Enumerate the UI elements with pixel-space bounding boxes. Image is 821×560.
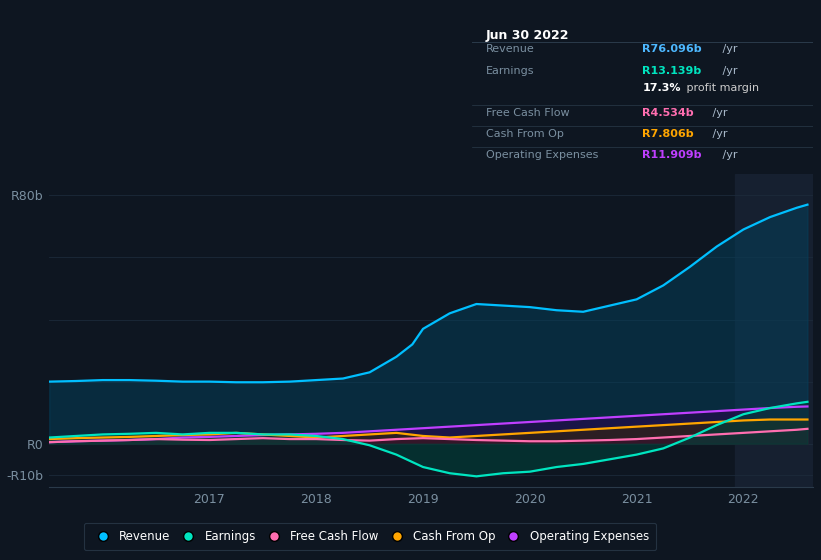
Text: Free Cash Flow: Free Cash Flow [486, 108, 569, 118]
Text: Cash From Op: Cash From Op [486, 129, 563, 139]
Text: Earnings: Earnings [486, 66, 534, 76]
Text: R4.534b: R4.534b [643, 108, 694, 118]
Text: /yr: /yr [718, 150, 737, 160]
Text: R76.096b: R76.096b [643, 44, 702, 54]
Text: 17.3%: 17.3% [643, 83, 681, 93]
Text: Revenue: Revenue [486, 44, 534, 54]
Text: Jun 30 2022: Jun 30 2022 [486, 29, 569, 42]
Legend: Revenue, Earnings, Free Cash Flow, Cash From Op, Operating Expenses: Revenue, Earnings, Free Cash Flow, Cash … [84, 523, 656, 550]
Text: /yr: /yr [709, 129, 727, 139]
Text: R11.909b: R11.909b [643, 150, 702, 160]
Text: /yr: /yr [718, 66, 737, 76]
Text: /yr: /yr [718, 44, 737, 54]
Bar [735, 174, 813, 487]
Text: R7.806b: R7.806b [643, 129, 694, 139]
Text: Operating Expenses: Operating Expenses [486, 150, 598, 160]
Text: R13.139b: R13.139b [643, 66, 702, 76]
Text: profit margin: profit margin [683, 83, 759, 93]
Text: /yr: /yr [709, 108, 727, 118]
